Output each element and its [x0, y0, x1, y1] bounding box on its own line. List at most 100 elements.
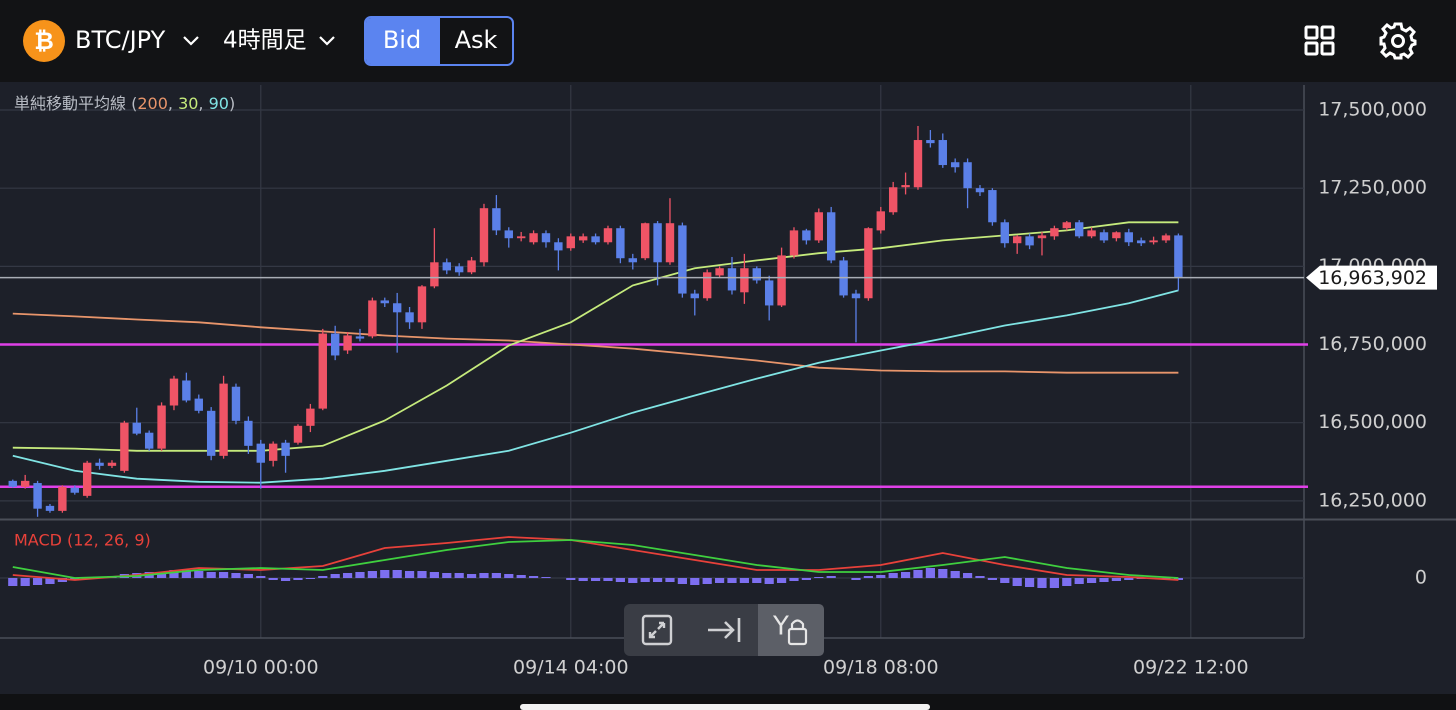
ma-legend: 単純移動平均線 (200, 30, 90)	[14, 94, 235, 113]
histogram-bar	[739, 578, 749, 583]
histogram-bar	[504, 574, 514, 578]
y-tick-label: 0	[1415, 567, 1427, 589]
top-bar	[0, 0, 1456, 82]
candle-body	[715, 268, 724, 276]
histogram-bar	[491, 573, 501, 578]
legend-part: 200	[137, 94, 168, 113]
y-tick-label: 16,750,000	[1318, 333, 1427, 355]
histogram-bar	[628, 578, 638, 583]
histogram-bar	[218, 572, 229, 578]
candle-body	[182, 380, 191, 401]
scroll-end-button[interactable]	[708, 618, 741, 642]
candle-body	[442, 262, 451, 271]
histogram-bar	[1037, 578, 1047, 588]
histogram-bar	[380, 570, 390, 578]
fit-button[interactable]	[641, 614, 673, 646]
candle-body	[368, 300, 377, 337]
symbol-selector[interactable]: ₿ BTC/JPY	[23, 20, 199, 62]
candle-body	[330, 333, 340, 356]
histogram-bar	[652, 578, 663, 582]
histogram-bar	[640, 578, 650, 582]
scroll-end-arrow	[708, 618, 741, 642]
histogram-bar	[962, 573, 973, 578]
candle-body	[1012, 236, 1022, 244]
candle-body	[938, 140, 947, 166]
histogram-bar	[1024, 578, 1035, 587]
candle-body	[8, 480, 17, 487]
histogram-bar	[392, 570, 402, 578]
histogram-bar	[603, 578, 613, 581]
candle-body	[876, 211, 885, 231]
candle-body	[653, 223, 662, 263]
macd-line	[12, 536, 1179, 581]
candle-body	[740, 268, 749, 293]
histogram-bar	[776, 578, 787, 583]
fit-frame	[641, 614, 673, 646]
gear-hole	[1391, 34, 1405, 48]
candle-body	[566, 236, 575, 249]
settings-icon[interactable]	[1379, 22, 1417, 60]
histogram-bar	[256, 576, 266, 578]
histogram-bar	[615, 578, 625, 582]
histogram-bar	[814, 577, 824, 578]
last-price-box	[1306, 265, 1437, 290]
home-indicator	[520, 704, 930, 710]
moving-average-line	[12, 312, 1179, 374]
x-tick-label: 09/22 12:00	[1133, 657, 1249, 679]
marks	[0, 125, 1308, 588]
candle-body	[268, 443, 278, 461]
candle-body	[405, 312, 414, 323]
histogram-bar	[690, 578, 700, 585]
histogram-bar	[578, 578, 588, 581]
timeframe-selector[interactable]: 4時間足	[223, 28, 335, 54]
candle-body	[58, 486, 67, 511]
histogram-bar	[727, 578, 737, 583]
candle-body	[380, 300, 389, 304]
legend-part: 単純移動平均線 (	[14, 94, 137, 113]
histogram-bar	[888, 573, 898, 578]
candle-body	[417, 286, 427, 323]
chevron	[183, 36, 199, 46]
candle-body	[293, 425, 303, 443]
y-lock-label[interactable]: Y	[772, 612, 789, 642]
fit-arrows	[648, 621, 666, 639]
bid-label[interactable]: Bid	[383, 26, 421, 54]
candle-body	[752, 268, 761, 281]
ask-label[interactable]: Ask	[455, 26, 498, 54]
histogram-bar	[206, 572, 216, 578]
histogram-bar	[665, 578, 675, 582]
histogram-bar	[714, 578, 725, 583]
candle-body	[1025, 236, 1034, 246]
candle-body	[33, 483, 42, 509]
legend-part: )	[229, 94, 235, 113]
candle-body	[975, 188, 985, 193]
candle-body	[467, 260, 476, 273]
candle-body	[888, 187, 898, 213]
candle-body	[479, 208, 489, 263]
candle-body	[640, 223, 650, 259]
candle-body	[355, 336, 365, 339]
candle-body	[20, 480, 30, 487]
candle-body	[430, 262, 439, 287]
candle-body	[913, 140, 923, 188]
histogram-bar	[1049, 578, 1059, 588]
histogram-bar	[454, 573, 464, 578]
histogram-bar	[169, 570, 179, 578]
legend-part: ,	[198, 94, 208, 113]
histogram-bar	[541, 577, 551, 578]
legend-part: 90	[209, 94, 229, 113]
bid-button[interactable]	[366, 18, 440, 64]
histogram-bar	[938, 569, 948, 578]
lock-icon	[787, 619, 808, 646]
candle-body	[628, 258, 637, 263]
candle-body	[851, 293, 861, 299]
macd-line	[12, 539, 1179, 579]
legend-part: ,	[168, 94, 178, 113]
histogram-bar	[975, 576, 985, 578]
candle-body	[194, 398, 203, 411]
candle-body	[616, 228, 625, 259]
icon-cell	[1320, 25, 1335, 40]
histogram-bar	[479, 573, 489, 578]
layout-icon[interactable]	[1304, 25, 1335, 56]
